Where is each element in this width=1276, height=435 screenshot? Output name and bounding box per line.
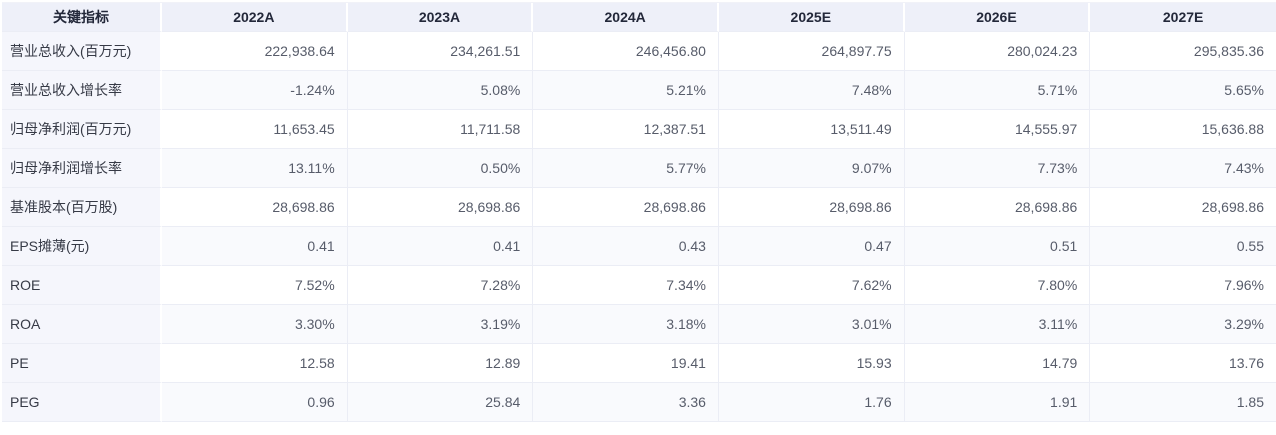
metric-value: 9.07% bbox=[718, 149, 905, 188]
metric-value: 3.36 bbox=[533, 383, 719, 422]
metric-label: 基准股本(百万股) bbox=[2, 188, 162, 227]
metric-value: 15,636.88 bbox=[1090, 110, 1276, 149]
metric-value: 0.43 bbox=[533, 227, 719, 266]
metric-value: 7.34% bbox=[533, 266, 719, 305]
metric-value: 5.65% bbox=[1090, 71, 1276, 110]
metric-value: -1.24% bbox=[162, 71, 348, 110]
metric-value: 295,835.36 bbox=[1090, 32, 1276, 71]
metric-value: 28,698.86 bbox=[1090, 188, 1276, 227]
metric-value: 7.52% bbox=[162, 266, 348, 305]
metric-value: 3.29% bbox=[1090, 305, 1276, 344]
metric-value: 280,024.23 bbox=[904, 32, 1091, 71]
metric-value: 7.28% bbox=[347, 266, 534, 305]
metric-value: 1.76 bbox=[718, 383, 905, 422]
metric-value: 7.80% bbox=[904, 266, 1091, 305]
header-cell-2027e: 2027E bbox=[1090, 3, 1276, 32]
metric-value: 3.18% bbox=[533, 305, 719, 344]
metric-value: 0.50% bbox=[347, 149, 534, 188]
table-row: 归母净利润(百万元) 11,653.45 11,711.58 12,387.51 13,… bbox=[2, 110, 1276, 149]
metric-label: 归母净利润增长率 bbox=[2, 149, 162, 188]
metric-value: 13.76 bbox=[1090, 344, 1276, 383]
metric-value: 0.41 bbox=[347, 227, 534, 266]
metric-value: 5.71% bbox=[904, 71, 1091, 110]
metric-value: 13,511.49 bbox=[718, 110, 905, 149]
metric-value: 7.43% bbox=[1090, 149, 1276, 188]
metric-value: 12.89 bbox=[347, 344, 534, 383]
table-body: 营业总收入(百万元) 222,938.64 234,261.51 246,456.80… bbox=[2, 32, 1276, 422]
table-header-row: 关键指标 2022A 2023A 2024A 2025E 2026E 2027E bbox=[2, 3, 1276, 32]
metric-value: 3.30% bbox=[162, 305, 348, 344]
header-cell-2025e: 2025E bbox=[718, 3, 905, 32]
metric-value: 1.91 bbox=[904, 383, 1091, 422]
metric-value: 246,456.80 bbox=[533, 32, 719, 71]
metric-value: 222,938.64 bbox=[162, 32, 348, 71]
key-metrics-table: 关键指标 2022A 2023A 2024A 2025E 2026E 2027E… bbox=[2, 2, 1276, 422]
metric-label: EPS摊薄(元) bbox=[2, 227, 162, 266]
table-row: 营业总收入增长率 -1.24% 5.08% 5.21% 7.48% 5.71% 5.65% bbox=[2, 71, 1276, 110]
metric-value: 0.41 bbox=[162, 227, 348, 266]
metric-value: 7.73% bbox=[904, 149, 1091, 188]
metric-label: PEG bbox=[2, 383, 162, 422]
table-row: 基准股本(百万股) 28,698.86 28,698.86 28,698.86 28,6… bbox=[2, 188, 1276, 227]
metric-value: 3.11% bbox=[904, 305, 1091, 344]
metric-value: 13.11% bbox=[162, 149, 348, 188]
metric-value: 14,555.97 bbox=[904, 110, 1091, 149]
table-row: ROE 7.52% 7.28% 7.34% 7.62% 7.80% 7.96% bbox=[2, 266, 1276, 305]
metric-value: 234,261.51 bbox=[347, 32, 534, 71]
metric-value: 28,698.86 bbox=[718, 188, 905, 227]
metric-label: 营业总收入增长率 bbox=[2, 71, 162, 110]
metric-value: 3.01% bbox=[718, 305, 905, 344]
metric-value: 5.21% bbox=[533, 71, 719, 110]
metric-value: 19.41 bbox=[533, 344, 719, 383]
metric-value: 1.85 bbox=[1090, 383, 1276, 422]
metric-value: 11,653.45 bbox=[162, 110, 348, 149]
metric-label: 营业总收入(百万元) bbox=[2, 32, 162, 71]
metric-value: 11,711.58 bbox=[347, 110, 534, 149]
table-row: EPS摊薄(元) 0.41 0.41 0.43 0.47 0.51 0.55 bbox=[2, 227, 1276, 266]
metric-value: 0.51 bbox=[904, 227, 1091, 266]
header-cell-2026e: 2026E bbox=[904, 3, 1091, 32]
metric-value: 0.96 bbox=[162, 383, 348, 422]
metric-value: 15.93 bbox=[718, 344, 905, 383]
metric-label: 归母净利润(百万元) bbox=[2, 110, 162, 149]
header-cell-2023a: 2023A bbox=[347, 3, 534, 32]
header-cell-2024a: 2024A bbox=[533, 3, 719, 32]
metric-value: 7.96% bbox=[1090, 266, 1276, 305]
metric-value: 0.55 bbox=[1090, 227, 1276, 266]
table-row: 归母净利润增长率 13.11% 0.50% 5.77% 9.07% 7.73% 7.43% bbox=[2, 149, 1276, 188]
metric-value: 25.84 bbox=[347, 383, 534, 422]
metric-value: 3.19% bbox=[347, 305, 534, 344]
table-row: PEG 0.96 25.84 3.36 1.76 1.91 1.85 bbox=[2, 383, 1276, 422]
metric-value: 12,387.51 bbox=[533, 110, 719, 149]
table-row: 营业总收入(百万元) 222,938.64 234,261.51 246,456.80… bbox=[2, 32, 1276, 71]
metric-value: 5.08% bbox=[347, 71, 534, 110]
metric-value: 12.58 bbox=[162, 344, 348, 383]
metric-value: 14.79 bbox=[904, 344, 1091, 383]
metric-value: 7.48% bbox=[718, 71, 905, 110]
metric-label: ROE bbox=[2, 266, 162, 305]
metric-value: 264,897.75 bbox=[718, 32, 905, 71]
metric-value: 28,698.86 bbox=[904, 188, 1091, 227]
metric-value: 7.62% bbox=[718, 266, 905, 305]
metric-value: 28,698.86 bbox=[162, 188, 348, 227]
header-cell-metric: 关键指标 bbox=[2, 3, 162, 32]
header-cell-2022a: 2022A bbox=[162, 3, 348, 32]
metric-label: PE bbox=[2, 344, 162, 383]
metric-value: 0.47 bbox=[718, 227, 905, 266]
metric-label: ROA bbox=[2, 305, 162, 344]
metric-value: 28,698.86 bbox=[347, 188, 534, 227]
table-row: ROA 3.30% 3.19% 3.18% 3.01% 3.11% 3.29% bbox=[2, 305, 1276, 344]
table-row: PE 12.58 12.89 19.41 15.93 14.79 13.76 bbox=[2, 344, 1276, 383]
metric-value: 5.77% bbox=[533, 149, 719, 188]
metric-value: 28,698.86 bbox=[533, 188, 719, 227]
